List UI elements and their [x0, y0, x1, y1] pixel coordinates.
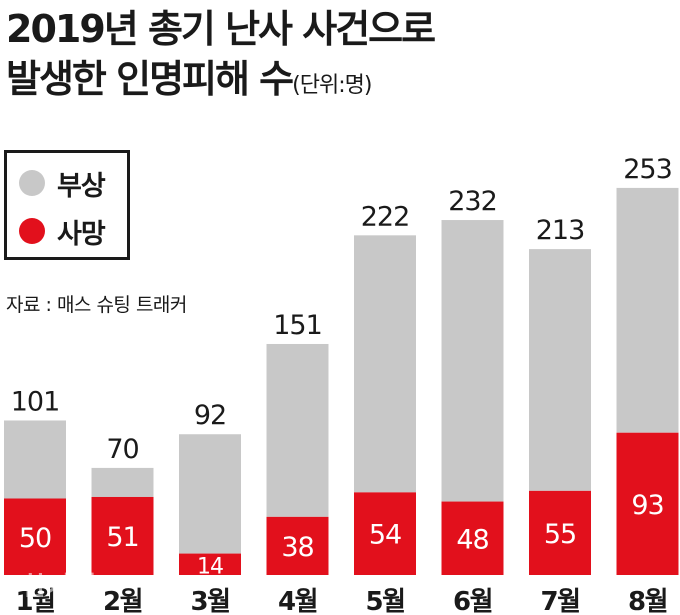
total-label-3: 92 — [194, 400, 226, 431]
legend: 부상 사망 — [4, 150, 130, 260]
death-label-8: 93 — [631, 490, 663, 521]
source-note: 자료 : 매스 슈팅 트래커 — [6, 294, 187, 316]
unit-label: (단위:명) — [292, 73, 372, 98]
death-label-5: 54 — [369, 520, 401, 551]
bar-deaths-3 — [179, 553, 241, 575]
bar-deaths-7 — [529, 490, 591, 575]
category-label-1: 1월 — [15, 587, 54, 615]
total-label-7: 213 — [536, 215, 585, 246]
bar-injured-1 — [4, 420, 66, 499]
bar-deaths-5 — [354, 492, 416, 575]
category-label-7: 7월 — [540, 587, 579, 615]
bar-injured-3 — [179, 434, 241, 554]
total-label-6: 232 — [448, 186, 497, 217]
title-line-2: 발생한 인명피해 수(단위:명) — [6, 54, 434, 111]
category-label-5: 5월 — [365, 587, 404, 615]
bar-injured-4 — [266, 343, 329, 517]
total-label-8: 253 — [623, 154, 672, 185]
watermark: 한겨레 — [22, 572, 97, 602]
category-label-4: 4월 — [278, 587, 317, 615]
legend-label-deaths: 사망 — [57, 218, 106, 250]
title-line-2-text: 발생한 인명피해 수 — [6, 57, 294, 101]
bar-injured-7 — [529, 249, 591, 491]
bar-deaths-2 — [91, 496, 154, 575]
legend-item-injured: 부상 — [19, 163, 106, 203]
total-label-5: 222 — [361, 201, 410, 232]
total-label-1: 101 — [11, 386, 60, 417]
legend-swatch-injured — [19, 170, 45, 196]
bar-deaths-8 — [616, 432, 679, 575]
legend-label-injured: 부상 — [57, 170, 106, 202]
bar-injured-5 — [354, 235, 416, 493]
total-label-2: 70 — [106, 434, 138, 465]
death-label-1: 50 — [19, 523, 51, 554]
bar-injured-6 — [441, 220, 504, 502]
bar-deaths-6 — [441, 501, 504, 575]
category-label-2: 2월 — [103, 587, 142, 615]
legend-item-deaths: 사망 — [19, 211, 106, 251]
category-label-6: 6월 — [453, 587, 492, 615]
bar-injured-2 — [91, 467, 154, 497]
death-label-6: 48 — [456, 524, 488, 555]
death-label-7: 55 — [544, 519, 576, 550]
chart-title: 2019년 총기 난사 사건으로 발생한 인명피해 수(단위:명) — [6, 4, 436, 111]
death-label-2: 51 — [106, 522, 138, 553]
bar-deaths-1 — [4, 498, 66, 575]
bar-injured-8 — [616, 187, 679, 433]
legend-swatch-deaths — [19, 218, 45, 244]
category-label-3: 3월 — [190, 587, 229, 615]
death-label-4: 38 — [281, 532, 313, 563]
bar-deaths-4 — [266, 516, 329, 575]
death-label-3: 14 — [197, 554, 223, 579]
total-label-4: 151 — [273, 310, 322, 341]
title-line-1: 2019년 총기 난사 사건으로 — [6, 7, 436, 51]
category-label-8: 8월 — [628, 587, 667, 615]
